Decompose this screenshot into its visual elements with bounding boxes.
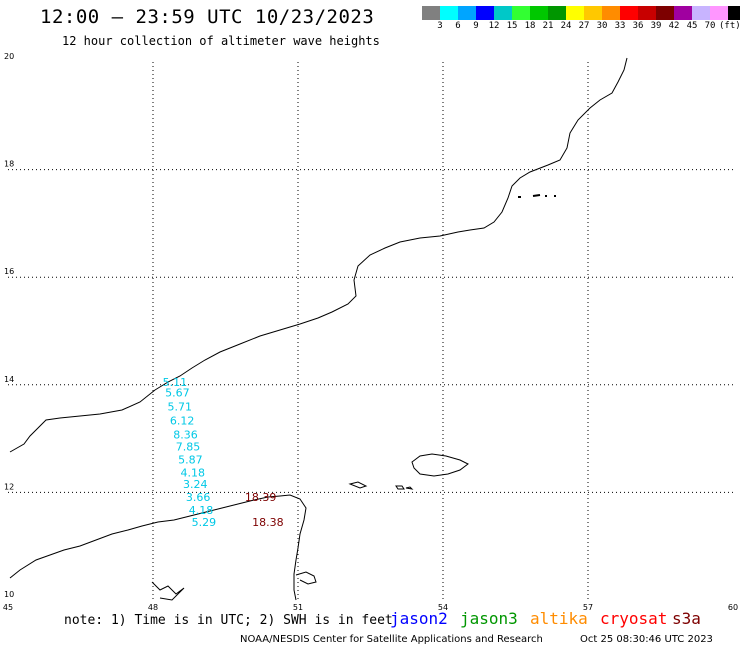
wave-height-label: 5.11: [163, 376, 188, 389]
colorbar-swatch: [548, 6, 566, 20]
lon-tick-label: 48: [148, 603, 158, 612]
colorbar-swatch: [530, 6, 548, 20]
colorbar-label: 15: [506, 21, 518, 31]
colorbar-label: 18: [524, 21, 536, 31]
lon-tick-label: 57: [583, 603, 593, 612]
coastline-arabia: [9, 57, 628, 453]
lat-tick-label: 10: [4, 590, 14, 599]
colorbar-swatch: [710, 6, 728, 20]
colorbar-swatch: [422, 6, 440, 20]
colorbar-swatch: [494, 6, 512, 20]
colorbar-label: 39: [650, 21, 662, 31]
satellite-s3a: s3a: [672, 609, 701, 628]
colorbar-label: 33: [614, 21, 626, 31]
colorbar-swatch: [656, 6, 674, 20]
lat-tick-label: 14: [4, 375, 14, 384]
lon-tick-label: 54: [438, 603, 448, 612]
satellite-cryosat: cryosat: [600, 609, 668, 628]
colorbar-label: 12: [488, 21, 500, 31]
satellite-jason2: jason2: [390, 609, 448, 628]
colorbar-label: (ft): [719, 21, 740, 31]
footer-note: note: 1) Time is in UTC; 2) SWH is in fe…: [64, 613, 393, 628]
wave-height-label: 3.66: [186, 491, 211, 504]
lon-tick-label: 45: [3, 603, 13, 612]
wave-height-labels: 5.115.675.716.128.367.855.874.183.243.66…: [163, 376, 284, 529]
wave-height-label: 3.24: [183, 478, 208, 491]
wave-height-label: 4.18: [189, 504, 214, 517]
wave-height-label: 18.38: [252, 516, 283, 529]
lon-tick-label: 60: [728, 603, 738, 612]
colorbar-swatch: [458, 6, 476, 20]
colorbar-label: 42: [668, 21, 680, 31]
wave-height-label: 5.71: [168, 401, 193, 414]
coastline-hafun: [295, 571, 317, 585]
colorbar-label: 3: [437, 21, 443, 31]
colorbar-swatch: [674, 6, 692, 20]
colorbar-swatch: [440, 6, 458, 20]
island-socotra: [411, 453, 469, 477]
satellite-altika: altika: [530, 609, 588, 628]
island-abd-al-kuri: [348, 481, 368, 489]
colorbar-label: 6: [455, 21, 461, 31]
lat-tick-label: 18: [4, 160, 14, 169]
colorbar-label: 36: [632, 21, 644, 31]
colorbar-swatch: [566, 6, 584, 20]
colorbar-swatch: [602, 6, 620, 20]
coastline-scrap: [151, 581, 185, 601]
wave-height-label: 4.18: [181, 466, 206, 479]
wave-height-label: 5.29: [192, 516, 217, 529]
colorbar-label: 45: [686, 21, 698, 31]
wave-height-colorbar: [422, 6, 740, 20]
colorbar-swatch: [476, 6, 494, 20]
colorbar-swatch: [584, 6, 602, 20]
axis-ticks: 45 48 51 54 57 60 20 18 16 14 12 10: [3, 52, 738, 612]
credit-line: NOAA/NESDIS Center for Satellite Applica…: [240, 634, 543, 645]
satellite-jason3: jason3: [460, 609, 518, 628]
graticule: [8, 62, 733, 600]
lat-tick-label: 16: [4, 267, 14, 276]
colorbar-swatch: [692, 6, 710, 20]
wave-height-label: 7.85: [176, 440, 201, 453]
colorbar-label: 24: [560, 21, 572, 31]
coastline: [9, 57, 628, 601]
colorbar-swatch: [620, 6, 638, 20]
generated-timestamp: Oct 25 08:30:46 UTC 2023: [580, 634, 713, 645]
colorbar-label: 70: [704, 21, 716, 31]
wave-height-label: 5.87: [178, 453, 203, 466]
colorbar-swatch: [638, 6, 656, 20]
lat-tick-label: 20: [4, 52, 14, 61]
lat-tick-label: 12: [4, 482, 14, 491]
colorbar-label: 9: [473, 21, 479, 31]
lon-tick-label: 51: [293, 603, 303, 612]
colorbar-swatch: [728, 6, 740, 20]
island-samhah: [395, 485, 405, 490]
wave-height-label: 5.67: [165, 387, 190, 400]
island-kuria-muria: [518, 194, 556, 198]
map-title: 12:00 – 23:59 UTC 10/23/2023: [40, 6, 375, 28]
map-subtitle: 12 hour collection of altimeter wave hei…: [62, 34, 380, 48]
coastline-somalia: [9, 494, 307, 601]
colorbar-label: 27: [578, 21, 590, 31]
island-darsah: [405, 486, 414, 490]
colorbar-label: 30: [596, 21, 608, 31]
wave-height-label: 18.39: [245, 491, 276, 504]
wave-height-label: 6.12: [170, 415, 195, 428]
colorbar-swatch: [512, 6, 530, 20]
colorbar-label: 21: [542, 21, 554, 31]
wave-height-label: 8.36: [173, 429, 198, 442]
